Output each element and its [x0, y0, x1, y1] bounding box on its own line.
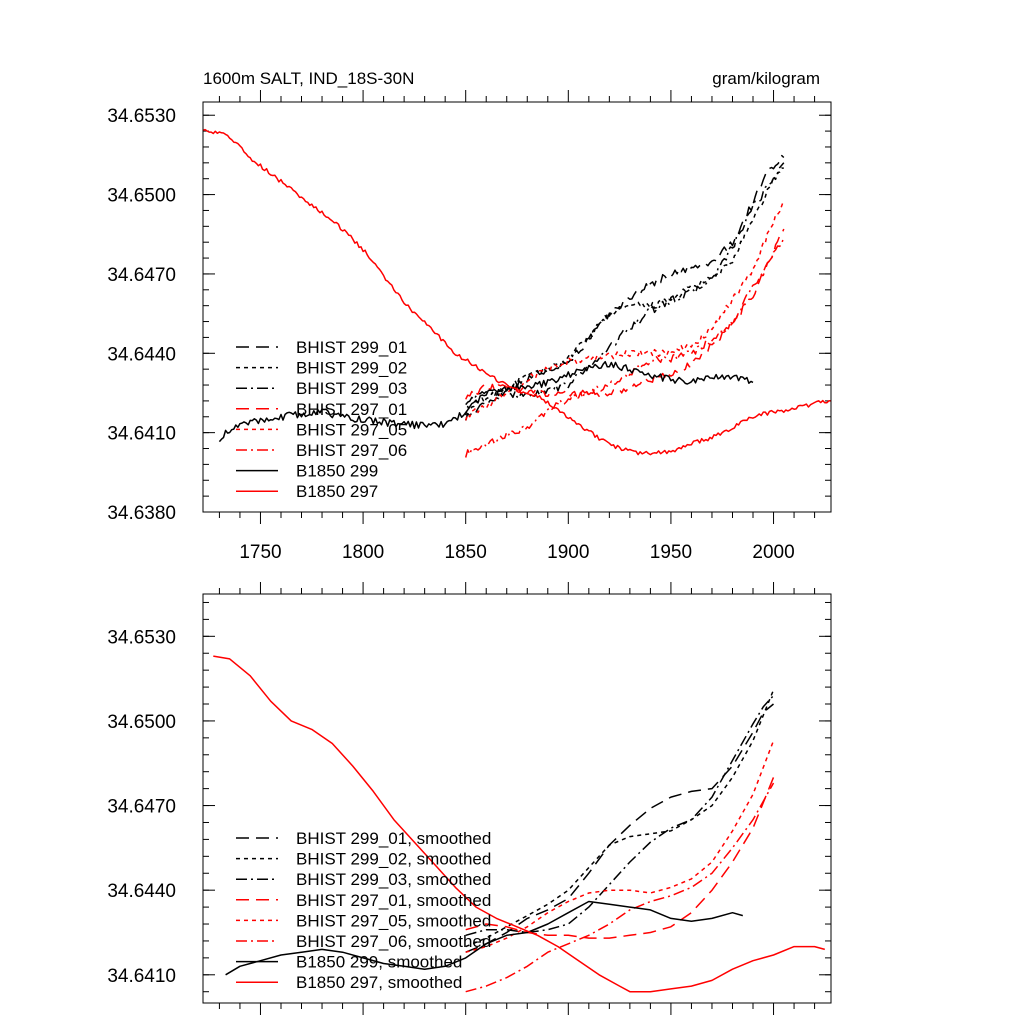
chart-panel-raw: 34.6380 34.6410 34.6440 34.6470 34.6500 34.65… — [107, 90, 832, 563]
legend-label-4: BHIST 297_01, smoothed — [296, 891, 491, 910]
series-line-1 — [464, 154, 785, 421]
x-tick-label: 1950 — [650, 542, 692, 563]
series-line-6 — [465, 782, 775, 993]
plot-frame — [202, 593, 832, 1004]
y-tick-label: 34.6470 — [107, 797, 176, 818]
series-line-8 — [213, 655, 825, 993]
chart-panel-smoothed: 34.6410 34.6440 34.6470 34.6500 34.6530 BHIST… — [107, 582, 832, 1015]
legend-label-6: BHIST 297_06, smoothed — [296, 932, 491, 951]
legend-label-1: BHIST 299_01 — [296, 338, 407, 357]
x-tick-label: 2000 — [752, 542, 794, 563]
series-line-7 — [218, 360, 754, 443]
series-line-6 — [464, 236, 785, 458]
x-tick-label: 1850 — [445, 542, 487, 563]
legend-label-2: BHIST 299_02, smoothed — [296, 850, 491, 869]
y-tick-label: 34.6380 — [107, 503, 176, 524]
y-tick-label: 34.6410 — [107, 966, 176, 987]
panel1-title-right: gram/kilogram — [712, 69, 820, 88]
series-line-2 — [464, 167, 784, 416]
y-tick-label: 34.6470 — [107, 265, 176, 286]
series-line-4 — [465, 228, 785, 400]
legend-label-6: BHIST 297_06 — [296, 441, 407, 460]
series-group — [213, 655, 825, 993]
legend-label-1: BHIST 299_01, smoothed — [296, 829, 491, 848]
series-line-5 — [465, 740, 775, 953]
legend-label-8: B1850 297, smoothed — [296, 973, 462, 992]
x-tick-label: 1750 — [239, 542, 281, 563]
legend-label-7: B1850 299, smoothed — [296, 953, 462, 972]
y-tick-label: 34.6410 — [107, 424, 176, 445]
legend-label-5: BHIST 297_05 — [296, 420, 407, 439]
legend-label-3: BHIST 299_03, smoothed — [296, 870, 491, 889]
series-line-1 — [465, 703, 774, 953]
legend-label-7: B1850 299 — [296, 462, 378, 481]
legend-label-8: B1850 297 — [296, 482, 378, 501]
legend-label-5: BHIST 297_05, smoothed — [296, 911, 491, 930]
series-line-7 — [225, 900, 744, 976]
y-tick-label: 34.6530 — [107, 106, 176, 127]
series-line-4 — [465, 777, 775, 939]
y-tick-label: 34.6500 — [107, 712, 176, 733]
series-line-5 — [464, 199, 785, 421]
legend-label-3: BHIST 299_03 — [296, 379, 407, 398]
legend-label-4: BHIST 297_01 — [296, 400, 407, 419]
y-tick-label: 34.6440 — [107, 344, 176, 365]
y-tick-label: 34.6530 — [107, 627, 176, 648]
panel1-title-left: 1600m SALT, IND_18S-30N — [203, 69, 414, 88]
series-line-2 — [465, 689, 775, 948]
plot-frame — [202, 101, 832, 513]
series-line-3 — [465, 162, 785, 406]
series-group — [203, 128, 831, 458]
x-tick-label: 1800 — [342, 542, 384, 563]
x-tick-label: 1900 — [547, 542, 589, 563]
series-line-8 — [203, 128, 831, 456]
legend-label-2: BHIST 299_02 — [296, 359, 407, 378]
y-tick-label: 34.6500 — [107, 186, 176, 207]
series-line-3 — [465, 694, 775, 937]
y-tick-label: 34.6440 — [107, 881, 176, 902]
